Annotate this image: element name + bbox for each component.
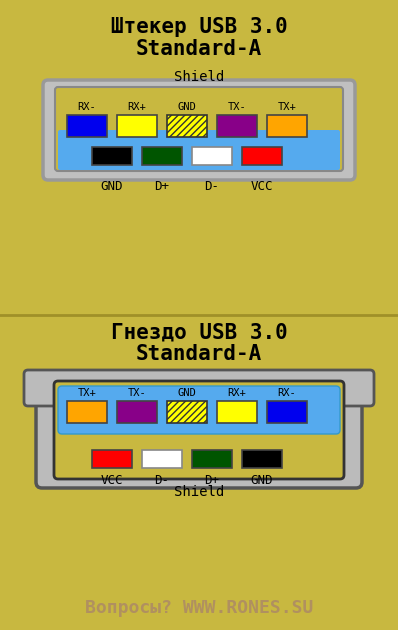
Bar xyxy=(67,115,107,137)
Text: D-: D- xyxy=(154,474,170,487)
Text: Shield: Shield xyxy=(174,70,224,84)
Bar xyxy=(142,147,182,165)
FancyBboxPatch shape xyxy=(55,87,343,171)
FancyBboxPatch shape xyxy=(43,80,355,180)
Text: GND: GND xyxy=(251,474,273,487)
FancyBboxPatch shape xyxy=(24,370,374,406)
Text: TX+: TX+ xyxy=(78,388,96,398)
Bar xyxy=(117,401,157,423)
FancyBboxPatch shape xyxy=(36,371,362,488)
Text: Standard-A: Standard-A xyxy=(136,39,262,59)
Text: Standard-A: Standard-A xyxy=(136,344,262,364)
Bar xyxy=(92,147,132,165)
Text: GND: GND xyxy=(101,180,123,193)
Bar xyxy=(167,401,207,423)
Text: VCC: VCC xyxy=(251,180,273,193)
Text: RX-: RX- xyxy=(278,388,297,398)
Bar xyxy=(92,450,132,468)
Text: D+: D+ xyxy=(205,474,220,487)
Text: D+: D+ xyxy=(154,180,170,193)
Bar xyxy=(192,147,232,165)
Bar xyxy=(242,450,282,468)
FancyBboxPatch shape xyxy=(54,381,344,479)
Bar xyxy=(192,450,232,468)
Bar xyxy=(267,115,307,137)
Text: TX-: TX- xyxy=(228,102,246,112)
Text: Вопросы? WWW.RONES.SU: Вопросы? WWW.RONES.SU xyxy=(85,599,313,617)
Bar xyxy=(267,401,307,423)
Bar xyxy=(142,450,182,468)
Text: GND: GND xyxy=(178,102,196,112)
Bar xyxy=(167,115,207,137)
Text: RX+: RX+ xyxy=(128,102,146,112)
Text: TX+: TX+ xyxy=(278,102,297,112)
Bar xyxy=(167,401,207,423)
Text: Shield: Shield xyxy=(174,485,224,499)
Text: Штекер USB 3.0: Штекер USB 3.0 xyxy=(111,17,287,37)
Text: GND: GND xyxy=(178,388,196,398)
Text: RX-: RX- xyxy=(78,102,96,112)
Text: RX+: RX+ xyxy=(228,388,246,398)
Bar xyxy=(167,115,207,137)
Bar xyxy=(67,401,107,423)
Text: TX-: TX- xyxy=(128,388,146,398)
FancyBboxPatch shape xyxy=(58,386,340,434)
Bar xyxy=(217,115,257,137)
Bar xyxy=(217,401,257,423)
FancyBboxPatch shape xyxy=(58,130,340,170)
Text: D-: D- xyxy=(205,180,220,193)
Bar xyxy=(117,115,157,137)
Text: Гнездо USB 3.0: Гнездо USB 3.0 xyxy=(111,322,287,342)
Text: VCC: VCC xyxy=(101,474,123,487)
Bar xyxy=(242,147,282,165)
